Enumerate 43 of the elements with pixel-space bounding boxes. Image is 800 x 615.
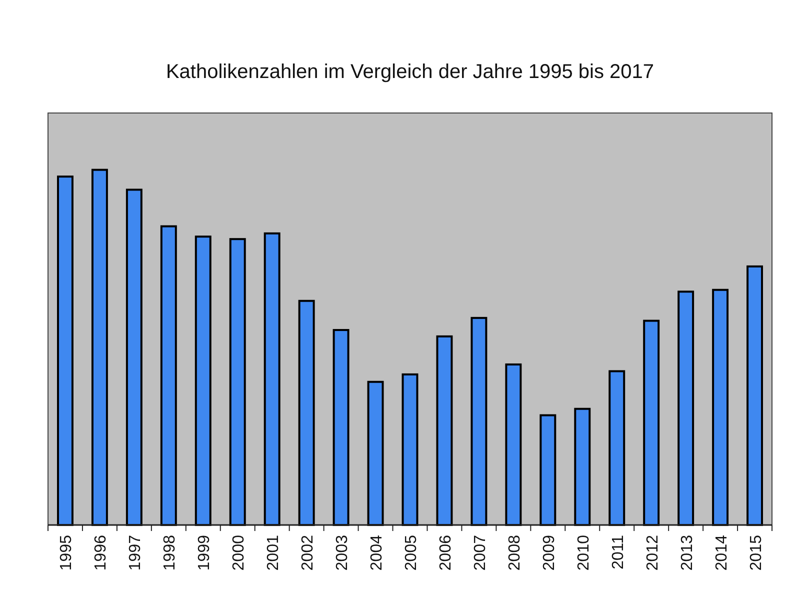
x-tick-label: 2005 [403, 534, 420, 571]
x-tick-label: 2014 [713, 534, 730, 571]
bar [126, 188, 142, 526]
x-tick-label: 2004 [368, 534, 386, 571]
bar [229, 238, 246, 526]
bar [436, 335, 453, 526]
bar [402, 373, 418, 526]
x-tick-label: 2015 [748, 534, 765, 571]
x-tick-label: 1997 [127, 534, 144, 571]
bar [574, 408, 591, 526]
bar [746, 265, 763, 526]
x-tick-label: 2007 [472, 534, 489, 571]
x-tick-label: 2008 [506, 534, 524, 571]
bar [470, 316, 488, 526]
x-tick-label: 2011 [610, 534, 627, 570]
x-tick-label: 2006 [437, 534, 454, 571]
bar [367, 380, 384, 526]
bar [678, 290, 694, 526]
x-tick-label: 2013 [678, 534, 696, 571]
chart-title: Katholikenzahlen im Vergleich der Jahre 1995 bis 2017 [166, 61, 654, 83]
x-tick-label: 1999 [196, 534, 214, 571]
bar [160, 225, 177, 526]
bar [540, 414, 556, 526]
x-tick-label: 1995 [58, 534, 76, 571]
x-tick-label: 2003 [334, 534, 352, 571]
bar [712, 288, 729, 526]
bar [643, 320, 660, 526]
bar [332, 329, 350, 526]
x-tick-label: 2000 [230, 534, 248, 571]
bar [194, 236, 212, 526]
bar [91, 168, 108, 526]
bar [57, 176, 74, 526]
bar [264, 232, 280, 526]
x-tick-label: 2009 [540, 534, 558, 571]
x-tick-label: 2012 [644, 534, 662, 571]
x-tick-label: 2010 [575, 534, 592, 571]
x-tick-label: 2002 [300, 534, 317, 571]
x-tick-label: 1998 [162, 534, 179, 571]
bar [298, 300, 315, 526]
bar [505, 363, 522, 526]
x-tick-label: 2001 [265, 534, 282, 571]
x-tick-label: 1996 [92, 534, 110, 571]
bar [608, 370, 626, 526]
